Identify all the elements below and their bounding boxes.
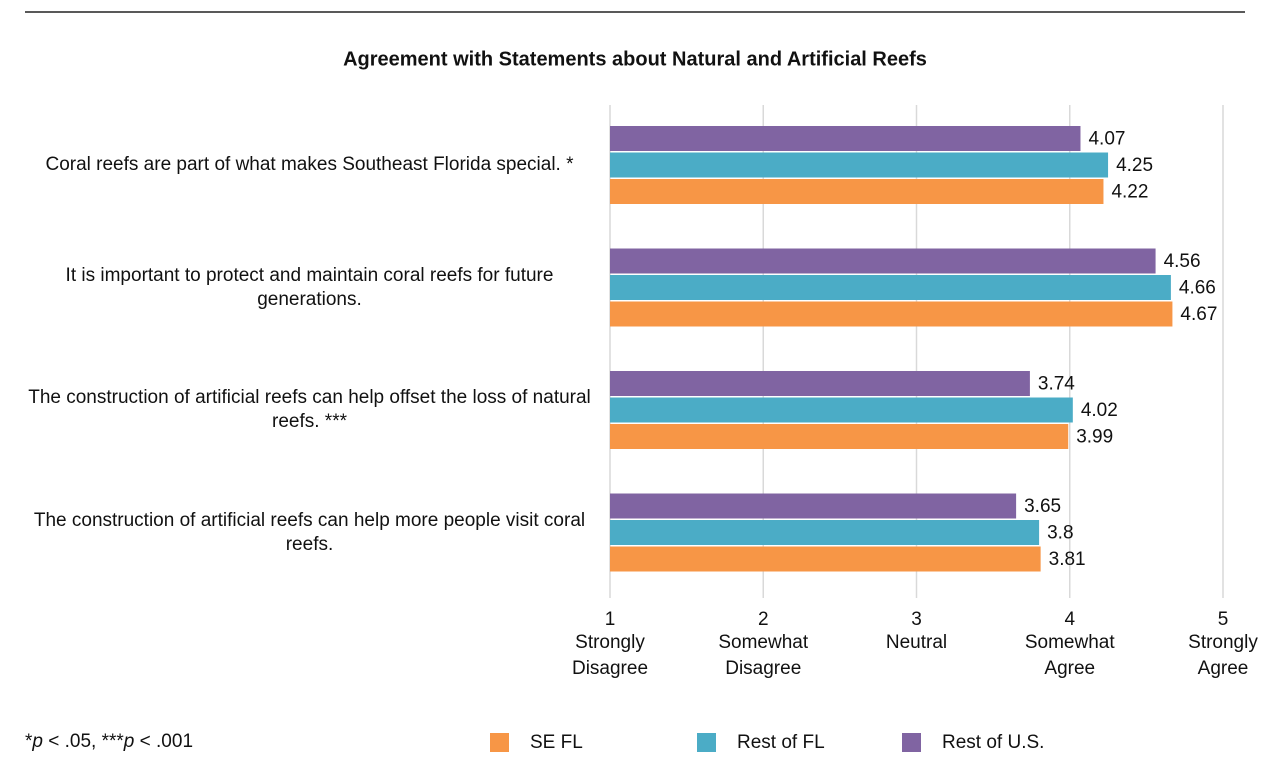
legend-label: Rest of U.S. — [942, 732, 1044, 753]
footnote: *p < .05, ***p < .001 — [25, 731, 193, 752]
value-label: 4.22 — [1111, 182, 1148, 203]
value-label: 3.81 — [1049, 549, 1086, 570]
x-tick-description: Strongly — [1188, 632, 1258, 653]
legend-label: Rest of FL — [737, 732, 825, 753]
bar — [610, 152, 1109, 178]
value-label: 4.66 — [1179, 278, 1216, 299]
x-tick-description: Disagree — [725, 658, 801, 679]
bar — [610, 126, 1081, 151]
value-label: 4.07 — [1088, 129, 1125, 150]
value-label: 3.65 — [1024, 496, 1061, 517]
footnote-part: p — [123, 731, 135, 752]
legend-swatch — [490, 733, 509, 752]
bar — [610, 248, 1156, 274]
bar — [610, 371, 1030, 396]
x-tick-description: Strongly — [575, 632, 645, 653]
x-tick-description: Neutral — [886, 632, 947, 653]
x-tick-label: 1 — [605, 609, 616, 630]
value-label: 4.67 — [1180, 304, 1217, 325]
value-label: 4.56 — [1164, 251, 1201, 272]
footnote-part: < .001 — [134, 731, 193, 752]
bar — [610, 546, 1041, 572]
x-tick-description: Disagree — [572, 658, 648, 679]
bar — [610, 397, 1073, 423]
legend-label: SE FL — [530, 732, 583, 753]
category-label: The construction of artificial reefs can… — [33, 509, 586, 555]
category-label: It is important to protect and maintain … — [65, 264, 554, 310]
value-label: 4.02 — [1081, 400, 1118, 421]
bar — [610, 275, 1171, 300]
x-tick-description: Agree — [1198, 658, 1249, 679]
chart-title: Agreement with Statements about Natural … — [343, 48, 927, 70]
x-tick-label: 2 — [758, 609, 769, 630]
bar — [610, 520, 1040, 545]
bar — [610, 493, 1017, 519]
x-tick-label: 4 — [1064, 609, 1075, 630]
bar — [610, 301, 1173, 327]
footnote-part: * — [25, 731, 33, 752]
category-label: Coral reefs are part of what makes South… — [45, 154, 574, 175]
bar — [610, 179, 1104, 204]
x-tick-description: Somewhat — [718, 632, 808, 653]
x-tick-description: Agree — [1044, 658, 1095, 679]
legend-swatch — [697, 733, 716, 752]
value-label: 4.25 — [1116, 155, 1153, 176]
category-label: The construction of artificial reefs can… — [28, 387, 591, 432]
footnote-part: p — [31, 731, 43, 752]
x-tick-label: 5 — [1218, 609, 1229, 630]
footnote-part: < .05, *** — [43, 731, 124, 752]
value-label: 3.74 — [1038, 374, 1075, 395]
value-label: 3.8 — [1047, 523, 1073, 544]
x-tick-description: Somewhat — [1025, 632, 1115, 653]
value-label: 3.99 — [1076, 427, 1113, 448]
x-tick-label: 3 — [911, 609, 922, 630]
legend-swatch — [902, 733, 921, 752]
bar — [610, 424, 1069, 449]
